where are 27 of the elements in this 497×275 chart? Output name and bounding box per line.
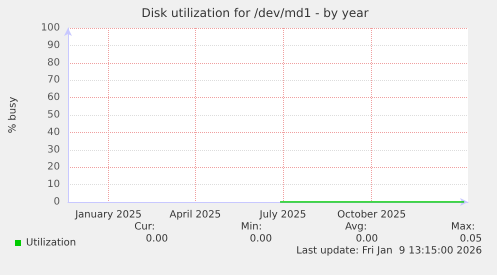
text: Min: <box>240 222 262 232</box>
y-tick-label: 10 <box>47 179 60 190</box>
chart-title: Disk utilization for /dev/md1 - by year <box>141 6 369 20</box>
y-tick-label: 40 <box>47 126 60 138</box>
y-tick-label: 90 <box>47 40 60 51</box>
text: Cur: <box>134 222 155 232</box>
y-axis-title: % busy <box>8 96 18 134</box>
x-tick-label: July 2025 <box>258 210 306 220</box>
legend-label: Utilization <box>26 238 76 248</box>
text: 0.05 <box>460 234 482 244</box>
y-tick-label: 100 <box>40 22 60 34</box>
y-tick-label: 0 <box>54 196 60 208</box>
x-tick-label: October 2025 <box>337 210 406 220</box>
x-tick-label: April 2025 <box>169 210 221 220</box>
y-tick-label: 80 <box>47 57 60 68</box>
y-tick-label: 20 <box>47 162 60 173</box>
text: Last update: Fri Jan 9 13:15:00 2026 <box>296 246 482 256</box>
y-tick-label: 60 <box>47 92 60 104</box>
text: 0.00 <box>356 234 378 244</box>
text: Max: <box>450 222 476 232</box>
y-tick-label: 30 <box>47 144 60 156</box>
y-tick-label: 50 <box>47 110 60 120</box>
text: 0.00 <box>250 234 272 244</box>
x-tick-label: January 2025 <box>74 210 142 220</box>
text: Avg: <box>345 222 367 232</box>
y-tick-label: 70 <box>47 74 60 86</box>
text: 0.00 <box>146 234 168 244</box>
